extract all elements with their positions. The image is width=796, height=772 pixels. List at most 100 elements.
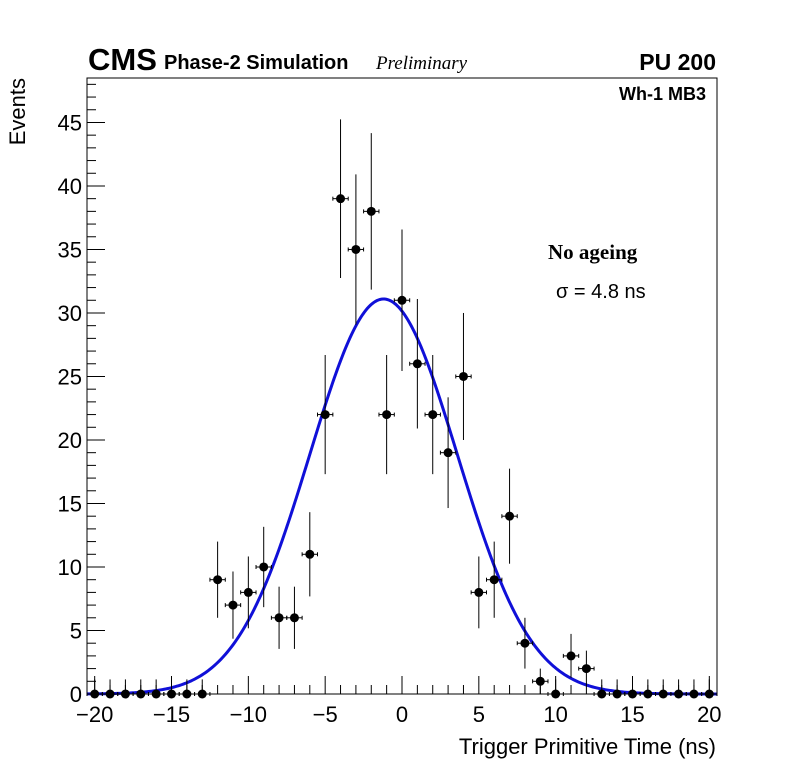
marker <box>397 295 407 305</box>
marker <box>704 689 714 699</box>
y-tick-label: 40 <box>58 174 82 199</box>
data-point <box>532 668 549 694</box>
data-point <box>624 679 641 699</box>
marker <box>428 410 438 420</box>
marker <box>597 689 607 699</box>
data-point <box>117 679 134 699</box>
x-axis-title: Trigger Primitive Time (ns) <box>459 734 716 759</box>
condition-label: No ageing <box>548 240 638 264</box>
y-axis: 0 5 10 15 20 25 30 35 40 45 <box>58 83 105 707</box>
data-point <box>608 679 626 699</box>
marker <box>520 638 530 648</box>
points-layer <box>86 119 718 699</box>
data-point <box>547 679 564 699</box>
x-tick-label: 20 <box>697 702 721 727</box>
data-point <box>593 679 610 699</box>
y-axis-title: Events <box>5 78 30 145</box>
data-point <box>132 679 149 699</box>
experiment-label: CMS <box>88 42 157 77</box>
subtitle-label: Phase-2 Simulation <box>164 52 349 74</box>
data-point <box>486 541 503 618</box>
marker <box>228 600 238 610</box>
data-point <box>224 571 242 639</box>
data-point <box>86 679 103 699</box>
x-tick-label: −5 <box>313 702 338 727</box>
marker <box>689 689 699 699</box>
fit-label: σ = 4.8 ns <box>556 281 646 303</box>
y-tick-label: 5 <box>70 618 82 643</box>
y-tick-label: 0 <box>70 682 82 707</box>
data-point <box>240 556 257 629</box>
marker <box>305 549 315 559</box>
marker <box>458 371 468 381</box>
marker <box>474 587 484 597</box>
marker <box>274 613 284 623</box>
marker <box>382 410 392 420</box>
data-point <box>439 397 457 509</box>
data-point <box>655 679 672 699</box>
data-point <box>363 133 380 290</box>
x-tick-label: 10 <box>543 702 567 727</box>
marker <box>105 689 115 699</box>
data-point <box>147 679 165 699</box>
marker <box>551 689 561 699</box>
y-tick-label: 45 <box>58 110 82 135</box>
data-point <box>101 679 119 699</box>
data-point <box>424 355 441 475</box>
y-tick-label: 25 <box>58 364 82 389</box>
y-tick-label: 35 <box>58 237 82 262</box>
data-point <box>409 299 426 429</box>
data-point <box>516 617 534 669</box>
data-point <box>639 679 657 699</box>
marker <box>213 575 223 585</box>
marker <box>289 613 299 623</box>
x-tick-label: −15 <box>153 702 190 727</box>
data-point <box>163 679 180 699</box>
data-point <box>301 512 318 597</box>
marker <box>351 244 361 254</box>
x-tick-label: 0 <box>396 702 408 727</box>
marker <box>259 562 269 572</box>
data-point <box>470 556 488 629</box>
marker <box>443 448 453 458</box>
data-point <box>255 526 272 608</box>
data-point <box>455 312 472 440</box>
marker <box>336 194 346 204</box>
data-point <box>501 468 518 564</box>
marker <box>182 689 192 699</box>
x-axis: −20 −15 −10 −5 0 5 10 15 20 <box>76 676 722 727</box>
data-point <box>270 586 288 649</box>
marker <box>566 651 576 661</box>
marker <box>136 689 146 699</box>
data-point <box>194 679 211 699</box>
marker <box>197 689 207 699</box>
y-tick-label: 30 <box>58 301 82 326</box>
x-tick-label: 15 <box>620 702 644 727</box>
plot-frame <box>86 77 718 695</box>
x-tick-label: 5 <box>473 702 485 727</box>
marker <box>505 511 515 521</box>
data-point <box>332 119 349 278</box>
data-point <box>685 679 703 699</box>
data-point <box>347 174 365 325</box>
marker <box>627 689 637 699</box>
data-point <box>378 355 395 475</box>
y-tick-label: 20 <box>58 428 82 453</box>
marker <box>535 676 545 686</box>
data-point <box>670 679 687 699</box>
y-tick-label: 15 <box>58 491 82 516</box>
data-point <box>562 633 580 678</box>
marker <box>581 664 591 674</box>
marker <box>674 689 684 699</box>
data-point <box>393 229 411 371</box>
marker <box>167 689 177 699</box>
marker <box>489 575 499 585</box>
marker <box>320 410 330 420</box>
marker <box>643 689 653 699</box>
marker <box>243 587 253 597</box>
data-point <box>286 586 303 649</box>
marker <box>90 689 100 699</box>
data-point <box>316 355 334 475</box>
y-tick-label: 10 <box>58 555 82 580</box>
